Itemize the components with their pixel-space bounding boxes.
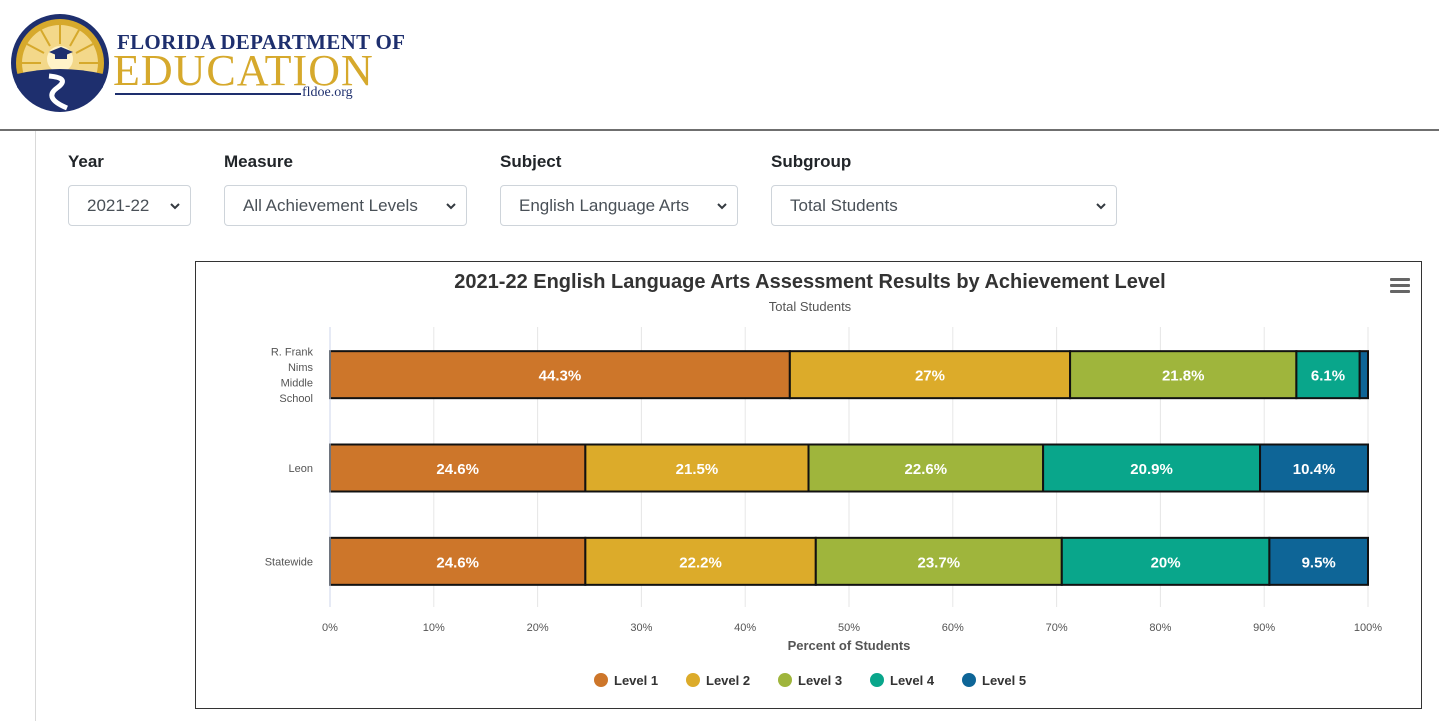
fldoe-logo[interactable]: FLORIDA DEPARTMENT OF EDUCATION fldoe.or…	[9, 12, 405, 117]
data-label: 27%	[915, 368, 945, 385]
chevron-down-icon	[717, 203, 727, 210]
legend-swatch	[594, 673, 608, 687]
data-label: 20%	[1151, 554, 1181, 571]
bar-segment[interactable]	[584, 443, 810, 493]
chevron-down-icon	[1096, 203, 1106, 210]
subject-select[interactable]: English Language Arts	[500, 185, 738, 226]
legend-swatch	[686, 673, 700, 687]
left-divider	[35, 131, 36, 721]
chevron-down-icon	[446, 203, 456, 210]
data-label: 22.6%	[905, 461, 948, 478]
bar-segment[interactable]	[1060, 536, 1271, 586]
legend-swatch	[962, 673, 976, 687]
chevron-down-icon	[170, 203, 180, 210]
chart-title: 2021-22 English Language Arts Assessment…	[454, 271, 1165, 293]
data-label: 20.9%	[1130, 461, 1173, 478]
x-tick-label: 10%	[423, 622, 445, 634]
subgroup-select-value: Total Students	[790, 196, 898, 215]
data-label: 21.5%	[676, 461, 719, 478]
year-label: Year	[68, 152, 104, 171]
chart-menu-icon[interactable]	[1390, 278, 1410, 294]
x-tick-label: 20%	[527, 622, 549, 634]
year-select-value: 2021-22	[87, 196, 150, 215]
y-category-label: Leon	[289, 463, 313, 475]
logo-url-text: fldoe.org	[302, 85, 353, 100]
legend-label: Level 3	[798, 673, 842, 688]
bar-segment[interactable]	[584, 536, 817, 586]
data-label: 24.6%	[436, 554, 479, 571]
data-label: 22.2%	[679, 554, 722, 571]
logo-underline	[115, 93, 301, 95]
data-label: 10.4%	[1293, 461, 1336, 478]
year-filter: Year 2021-22	[68, 150, 191, 226]
bar-segment[interactable]	[1069, 350, 1298, 400]
subject-select-value: English Language Arts	[519, 196, 690, 215]
x-tick-label: 50%	[838, 622, 860, 634]
subject-label: Subject	[500, 152, 562, 171]
data-label: 44.3%	[539, 368, 582, 385]
data-label: 21.8%	[1162, 368, 1205, 385]
bar-segment[interactable]	[1268, 536, 1370, 586]
data-label: 6.1%	[1311, 368, 1345, 385]
y-category-label: School	[279, 393, 313, 405]
legend-label: Level 4	[890, 673, 935, 688]
x-tick-label: 100%	[1354, 622, 1382, 634]
subgroup-select[interactable]: Total Students	[771, 185, 1117, 226]
y-category-label: Nims	[288, 362, 314, 374]
measure-filter: Measure All Achievement Levels	[224, 150, 467, 226]
measure-select-value: All Achievement Levels	[243, 196, 418, 215]
legend-item[interactable]: Level 1	[594, 673, 658, 688]
legend-item[interactable]: Level 5	[962, 673, 1026, 688]
bar-segment[interactable]	[329, 443, 587, 493]
data-label: 24.6%	[436, 461, 479, 478]
measure-label: Measure	[224, 152, 293, 171]
legend-item[interactable]: Level 4	[870, 673, 935, 688]
header-divider	[0, 129, 1439, 131]
x-tick-label: 0%	[322, 622, 338, 634]
logo-top-text: FLORIDA DEPARTMENT OF	[117, 30, 406, 54]
legend-swatch	[870, 673, 884, 687]
bar-segment[interactable]	[329, 536, 587, 586]
subgroup-label: Subgroup	[771, 152, 852, 171]
legend-label: Level 5	[982, 673, 1026, 688]
bar-segment[interactable]	[1295, 350, 1361, 400]
data-label: 23.7%	[918, 554, 961, 571]
sun-emblem-icon	[11, 14, 109, 112]
legend-item[interactable]: Level 3	[778, 673, 842, 688]
x-tick-label: 30%	[630, 622, 652, 634]
bar-segment[interactable]	[814, 536, 1063, 586]
chart-container: 2021-22 English Language Arts Assessment…	[195, 261, 1422, 709]
x-axis-title: Percent of Students	[788, 638, 911, 653]
bar-segment[interactable]	[1042, 443, 1262, 493]
x-tick-label: 60%	[942, 622, 964, 634]
x-tick-label: 40%	[734, 622, 756, 634]
year-select[interactable]: 2021-22	[68, 185, 191, 226]
x-tick-label: 70%	[1046, 622, 1068, 634]
data-label: 9.5%	[1302, 554, 1336, 571]
stacked-bar-chart: 2021-22 English Language Arts Assessment…	[265, 271, 1383, 688]
logo-main-text: EDUCATION	[113, 46, 374, 95]
legend-item[interactable]: Level 2	[686, 673, 750, 688]
subgroup-filter: Subgroup Total Students	[771, 150, 1117, 226]
subject-filter: Subject English Language Arts	[500, 150, 738, 226]
legend-label: Level 1	[614, 673, 658, 688]
x-tick-label: 80%	[1149, 622, 1171, 634]
y-category-label: Middle	[281, 377, 313, 389]
chart-subtitle: Total Students	[769, 299, 852, 314]
bar-segment[interactable]	[329, 350, 791, 400]
legend-label: Level 2	[706, 673, 750, 688]
x-tick-label: 90%	[1253, 622, 1275, 634]
y-category-label: R. Frank	[271, 346, 314, 358]
bar-segment[interactable]	[1259, 443, 1369, 493]
legend-swatch	[778, 673, 792, 687]
bar-segment[interactable]	[1358, 350, 1370, 400]
bar-segment[interactable]	[788, 350, 1072, 400]
site-header: FLORIDA DEPARTMENT OF EDUCATION fldoe.or…	[0, 0, 1439, 129]
y-category-label: Statewide	[265, 556, 313, 568]
measure-select[interactable]: All Achievement Levels	[224, 185, 467, 226]
